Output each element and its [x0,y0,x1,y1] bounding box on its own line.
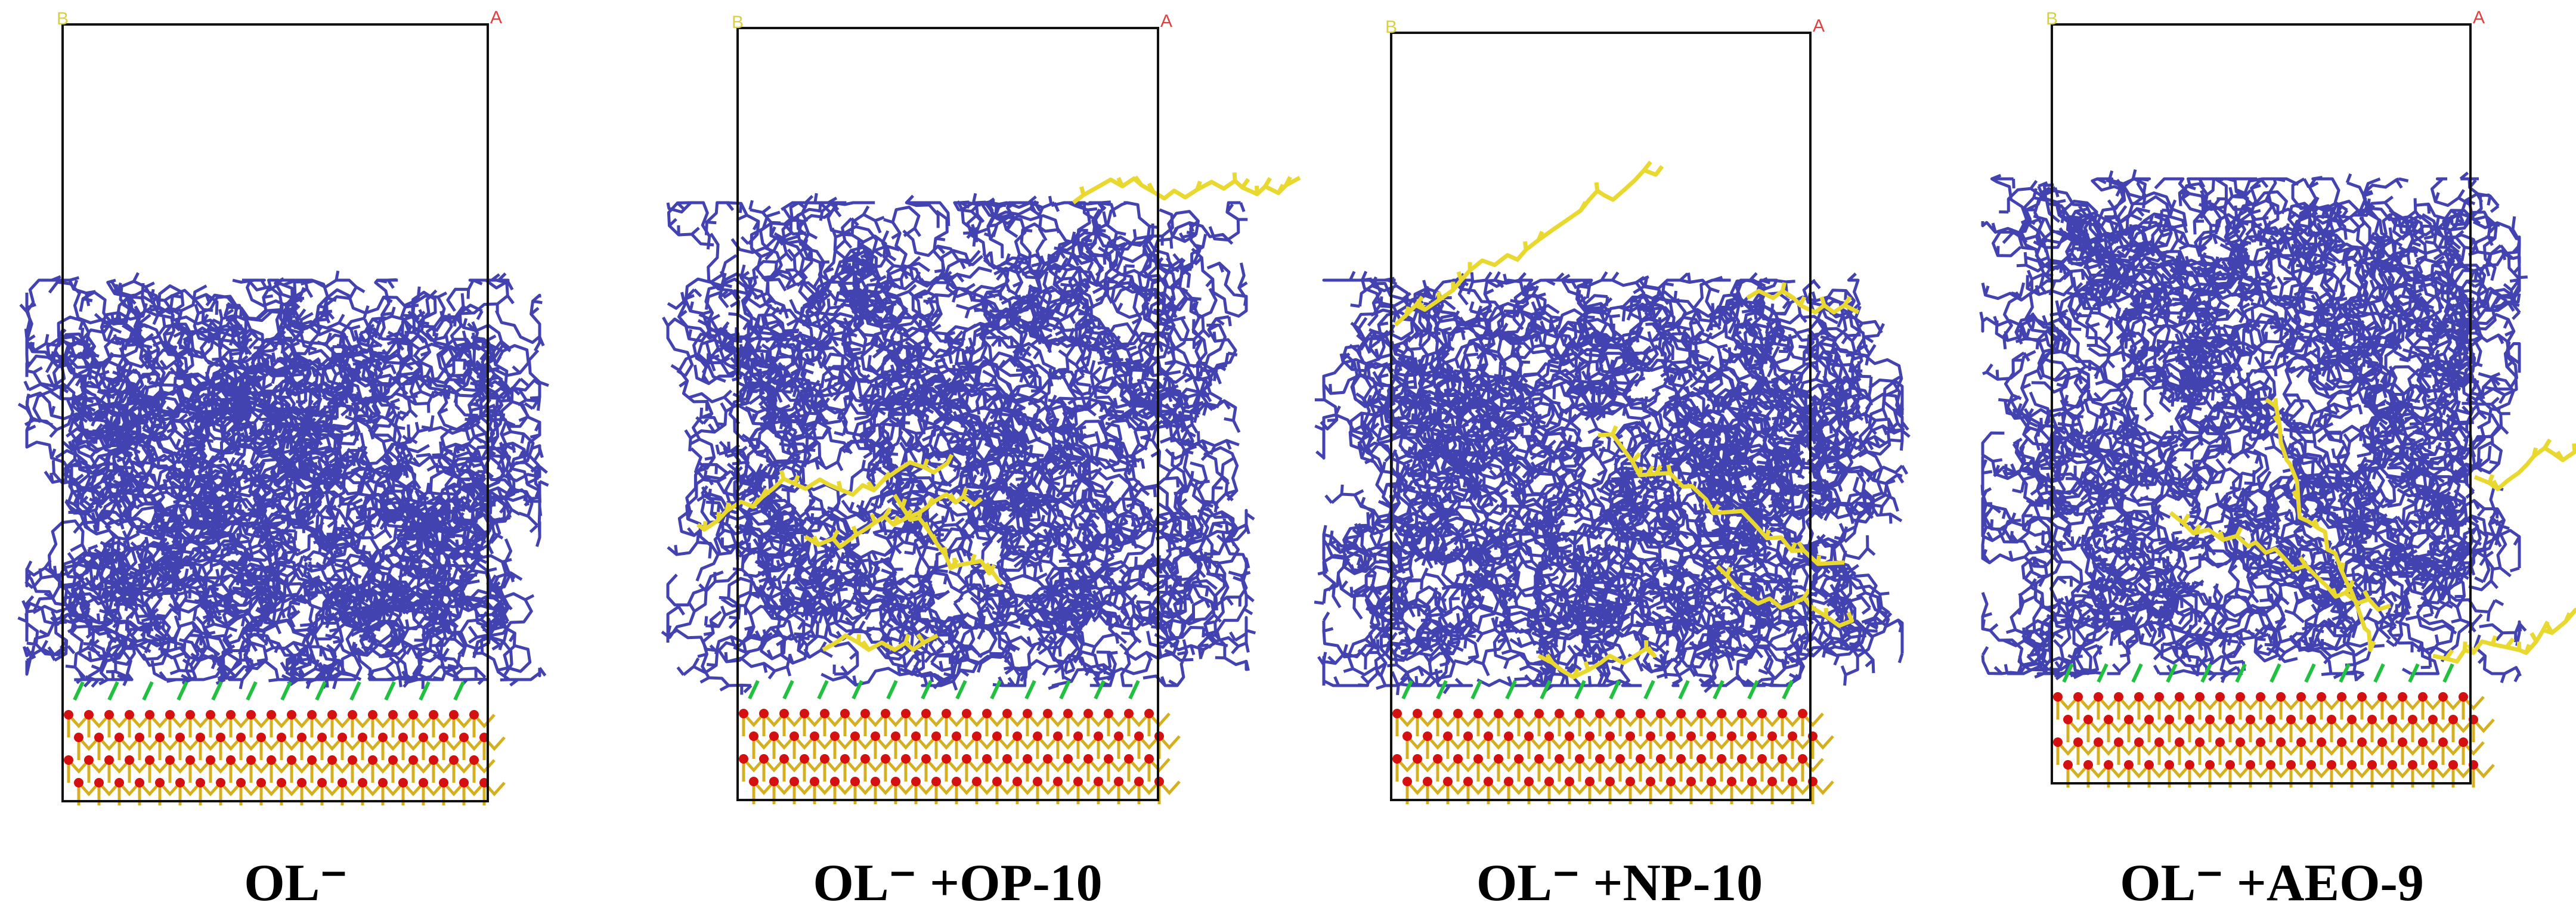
panel-caption: OL⁻ +AEO-9 [2120,854,2424,912]
surfactant-molecule [1597,425,1845,566]
mineral-bonds [1395,712,1834,804]
surfactant-molecule [1072,172,1301,204]
simulation-cell [61,23,489,802]
axis-label: B [1385,17,1397,37]
axis-label: A [2473,8,2485,27]
simulation-cell [736,27,1159,801]
axis-label: A [1160,11,1172,31]
surface-bonds [73,681,465,701]
oleate-molecules [1314,271,1911,696]
snapshot-panel: B A OL⁻ +OP-10 [661,11,1301,912]
surfactant-molecule [804,487,983,549]
simulation-cell [1390,32,1812,801]
axis-label: B [732,13,744,32]
simulation-cell [2051,23,2472,785]
mineral-bonds [2056,696,2495,787]
mineral-oxygen [1392,709,1818,786]
panel-caption: OL⁻ +NP-10 [1476,854,1763,912]
surfactant-molecule [1746,282,1860,315]
axis-label: B [2046,9,2058,29]
axis-label: B [57,9,69,29]
snapshot-panel: B A OL⁻ +AEO-9 [1979,8,2576,912]
surfactant-molecule [2169,511,2392,612]
snapshot-panel: B A OL⁻ +NP-10 [1314,16,1911,912]
surfactant-molecule [2473,438,2576,491]
surfactant-molecule [1716,565,1854,628]
mineral-oxygen [739,709,1164,786]
mineral-bonds [742,712,1181,804]
mineral-bonds [67,714,506,805]
surfactant-molecule [2432,607,2576,664]
axis-label: A [490,8,502,27]
surfactant-molecule [2265,398,2376,652]
oleate-molecules [661,193,1256,695]
surfactant-molecule [822,632,939,652]
snapshot-panel: B A OL⁻ [17,8,549,912]
panel-caption: OL⁻ +OP-10 [813,854,1102,912]
panel-caption: OL⁻ [244,854,348,912]
surfactant-molecule [1394,160,1664,327]
oleate-molecules [1979,169,2528,683]
surface-bonds [748,680,1140,700]
axis-label: A [1813,16,1825,36]
oleate-molecules [17,270,549,690]
surfactant-molecule [696,454,954,532]
surfactant-molecule [1537,640,1657,680]
surface-bonds [2062,663,2454,683]
surfactant-molecule [893,494,1004,586]
mineral-oxygen [64,710,489,787]
surface-bonds [1401,680,1794,700]
mineral-oxygen [2053,692,2478,770]
